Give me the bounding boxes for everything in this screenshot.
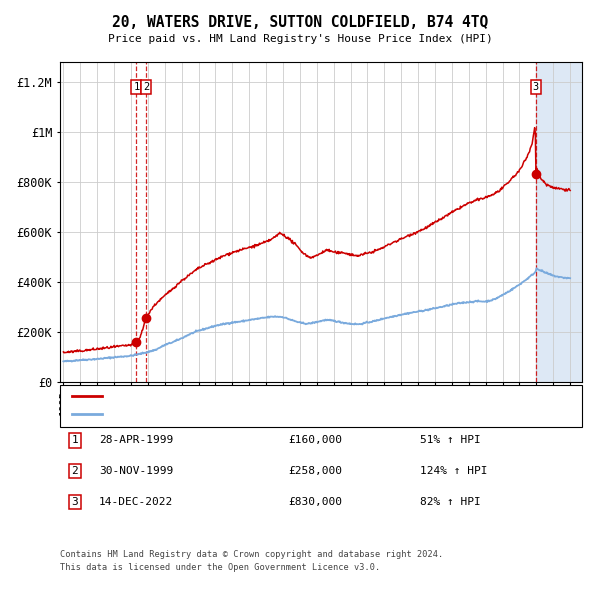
Bar (536, 62, 582, 382)
Text: 3: 3 (71, 497, 79, 507)
Text: 2: 2 (143, 82, 149, 92)
Text: £830,000: £830,000 (288, 497, 342, 507)
Text: 20, WATERS DRIVE, SUTTON COLDFIELD, B74 4TQ: 20, WATERS DRIVE, SUTTON COLDFIELD, B74 … (112, 15, 488, 30)
Text: 1: 1 (71, 435, 79, 445)
Text: 82% ↑ HPI: 82% ↑ HPI (420, 497, 481, 507)
Text: This data is licensed under the Open Government Licence v3.0.: This data is licensed under the Open Gov… (60, 563, 380, 572)
Text: Price paid vs. HM Land Registry's House Price Index (HPI): Price paid vs. HM Land Registry's House … (107, 34, 493, 44)
Text: 51% ↑ HPI: 51% ↑ HPI (420, 435, 481, 445)
Text: HPI: Average price, detached house, Birmingham: HPI: Average price, detached house, Birm… (108, 409, 395, 419)
Text: 14-DEC-2022: 14-DEC-2022 (99, 497, 173, 507)
Text: 30-NOV-1999: 30-NOV-1999 (99, 466, 173, 476)
Text: 124% ↑ HPI: 124% ↑ HPI (420, 466, 487, 476)
Text: 3: 3 (532, 82, 539, 92)
Text: 2: 2 (71, 466, 79, 476)
Text: 28-APR-1999: 28-APR-1999 (99, 435, 173, 445)
Text: 20, WATERS DRIVE, SUTTON COLDFIELD, B74 4TQ (detached house): 20, WATERS DRIVE, SUTTON COLDFIELD, B74 … (108, 391, 483, 401)
Text: Contains HM Land Registry data © Crown copyright and database right 2024.: Contains HM Land Registry data © Crown c… (60, 550, 443, 559)
Text: £258,000: £258,000 (288, 466, 342, 476)
Text: 1: 1 (133, 82, 139, 92)
Text: £160,000: £160,000 (288, 435, 342, 445)
